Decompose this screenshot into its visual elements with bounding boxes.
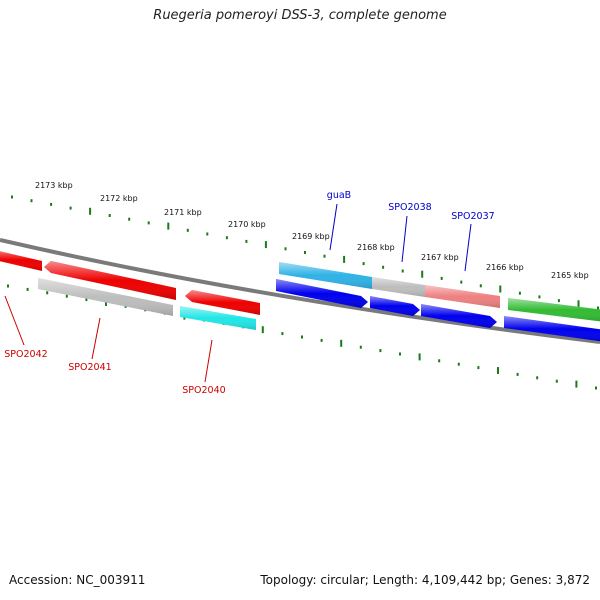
gene-labels: guaB SPO2038 SPO2037 SPO2042 SPO2041 SPO2040 bbox=[4, 190, 494, 396]
forward-gene-feature bbox=[279, 262, 372, 289]
minor-tick bbox=[477, 366, 480, 370]
scale-label: 2173 kbp bbox=[35, 181, 73, 190]
minor-tick bbox=[284, 247, 287, 251]
forward-gene-feature bbox=[370, 296, 420, 316]
minor-tick bbox=[457, 362, 460, 366]
major-tick bbox=[167, 222, 170, 230]
minor-tick bbox=[245, 239, 248, 243]
gene-label-leaders bbox=[4, 203, 472, 383]
gene-label: SPO2037 bbox=[451, 211, 494, 222]
gene-label-leader bbox=[401, 215, 408, 263]
minor-tick bbox=[186, 228, 189, 232]
minor-tick bbox=[440, 276, 443, 280]
reverse-gene-feature bbox=[180, 306, 256, 330]
reverse-gene-feature bbox=[44, 261, 176, 300]
scale-labels: 2173 kbp 2172 kbp 2171 kbp 2170 kbp 2169 kbp… bbox=[35, 181, 589, 280]
minor-tick bbox=[320, 338, 323, 342]
scale-label: 2170 kbp bbox=[228, 220, 266, 229]
minor-tick bbox=[479, 284, 482, 288]
major-tick bbox=[261, 326, 264, 334]
minor-tick bbox=[438, 359, 441, 363]
scale-label: 2165 kbp bbox=[551, 271, 589, 280]
minor-tick bbox=[516, 372, 519, 376]
gene-label: SPO2038 bbox=[388, 202, 431, 213]
forward-gene-feature bbox=[421, 304, 497, 328]
minor-tick bbox=[518, 291, 521, 295]
scale-label: 2171 kbp bbox=[164, 208, 202, 217]
gene-label-leader bbox=[204, 339, 213, 383]
scale-label: 2172 kbp bbox=[100, 194, 138, 203]
forward-gene-feature bbox=[372, 277, 425, 297]
gene-label: SPO2042 bbox=[4, 349, 47, 360]
minor-tick bbox=[362, 262, 365, 266]
minor-tick bbox=[382, 265, 385, 269]
minor-tick bbox=[597, 306, 599, 310]
forward-gene-feature bbox=[425, 285, 500, 308]
gene-label-leader bbox=[91, 317, 101, 360]
major-tick bbox=[89, 207, 92, 215]
scale-label: 2167 kbp bbox=[421, 253, 459, 262]
forward-gene-feature bbox=[276, 279, 368, 308]
scale-label: 2166 kbp bbox=[486, 263, 524, 272]
minor-tick bbox=[460, 280, 463, 284]
gene-label-leader bbox=[329, 203, 338, 251]
minor-tick bbox=[536, 376, 539, 380]
minor-tick bbox=[108, 214, 111, 217]
gene-label: guaB bbox=[327, 190, 351, 201]
gene-features bbox=[0, 251, 600, 342]
minor-tick bbox=[46, 291, 49, 295]
minor-tick bbox=[50, 202, 53, 206]
minor-tick bbox=[26, 287, 29, 291]
minor-tick bbox=[225, 236, 228, 240]
gene-label: SPO2041 bbox=[68, 362, 111, 373]
map-title: Ruegeria pomeroyi DSS-3, complete genome bbox=[153, 8, 447, 23]
accession-text: Accession: NC_003911 bbox=[9, 573, 146, 587]
minor-tick bbox=[85, 298, 88, 302]
major-tick bbox=[418, 353, 421, 361]
major-tick bbox=[343, 255, 346, 263]
minor-tick bbox=[281, 332, 284, 336]
scale-label: 2169 kbp bbox=[292, 232, 330, 241]
gene-label: SPO2040 bbox=[182, 385, 225, 396]
minor-tick bbox=[399, 352, 401, 356]
major-tick bbox=[575, 380, 578, 388]
genome-backbone bbox=[0, 238, 600, 344]
reverse-gene-feature bbox=[185, 290, 260, 315]
scale-label: 2168 kbp bbox=[357, 243, 395, 252]
forward-gene-feature bbox=[504, 316, 600, 342]
major-tick bbox=[421, 270, 424, 278]
minor-tick bbox=[65, 294, 68, 298]
minor-tick bbox=[301, 335, 303, 339]
major-tick bbox=[264, 241, 267, 249]
minor-tick bbox=[379, 349, 382, 353]
reverse-gene-feature bbox=[0, 251, 42, 271]
minor-tick bbox=[30, 199, 33, 203]
major-tick bbox=[577, 300, 580, 308]
genome-stats-text: Topology: circular; Length: 4,109,442 bp… bbox=[260, 573, 590, 587]
minor-tick bbox=[11, 195, 13, 199]
minor-tick bbox=[595, 386, 597, 390]
minor-tick bbox=[401, 269, 404, 273]
minor-tick bbox=[555, 379, 558, 383]
minor-tick bbox=[147, 221, 150, 225]
gene-label-leader bbox=[4, 295, 25, 346]
minor-tick bbox=[7, 284, 9, 288]
scale-ticks-outer bbox=[11, 195, 599, 310]
minor-tick bbox=[69, 206, 72, 210]
minor-tick bbox=[304, 251, 306, 254]
minor-tick bbox=[323, 254, 326, 258]
reverse-gene-feature bbox=[38, 278, 173, 316]
major-tick bbox=[499, 285, 502, 293]
major-tick bbox=[340, 339, 343, 347]
gene-label-leader bbox=[464, 223, 472, 272]
minor-tick bbox=[206, 232, 209, 236]
major-tick bbox=[497, 367, 499, 374]
minor-tick bbox=[128, 217, 131, 221]
minor-tick bbox=[557, 299, 560, 303]
minor-tick bbox=[359, 345, 362, 349]
minor-tick bbox=[538, 295, 541, 299]
forward-gene-feature bbox=[508, 298, 600, 322]
